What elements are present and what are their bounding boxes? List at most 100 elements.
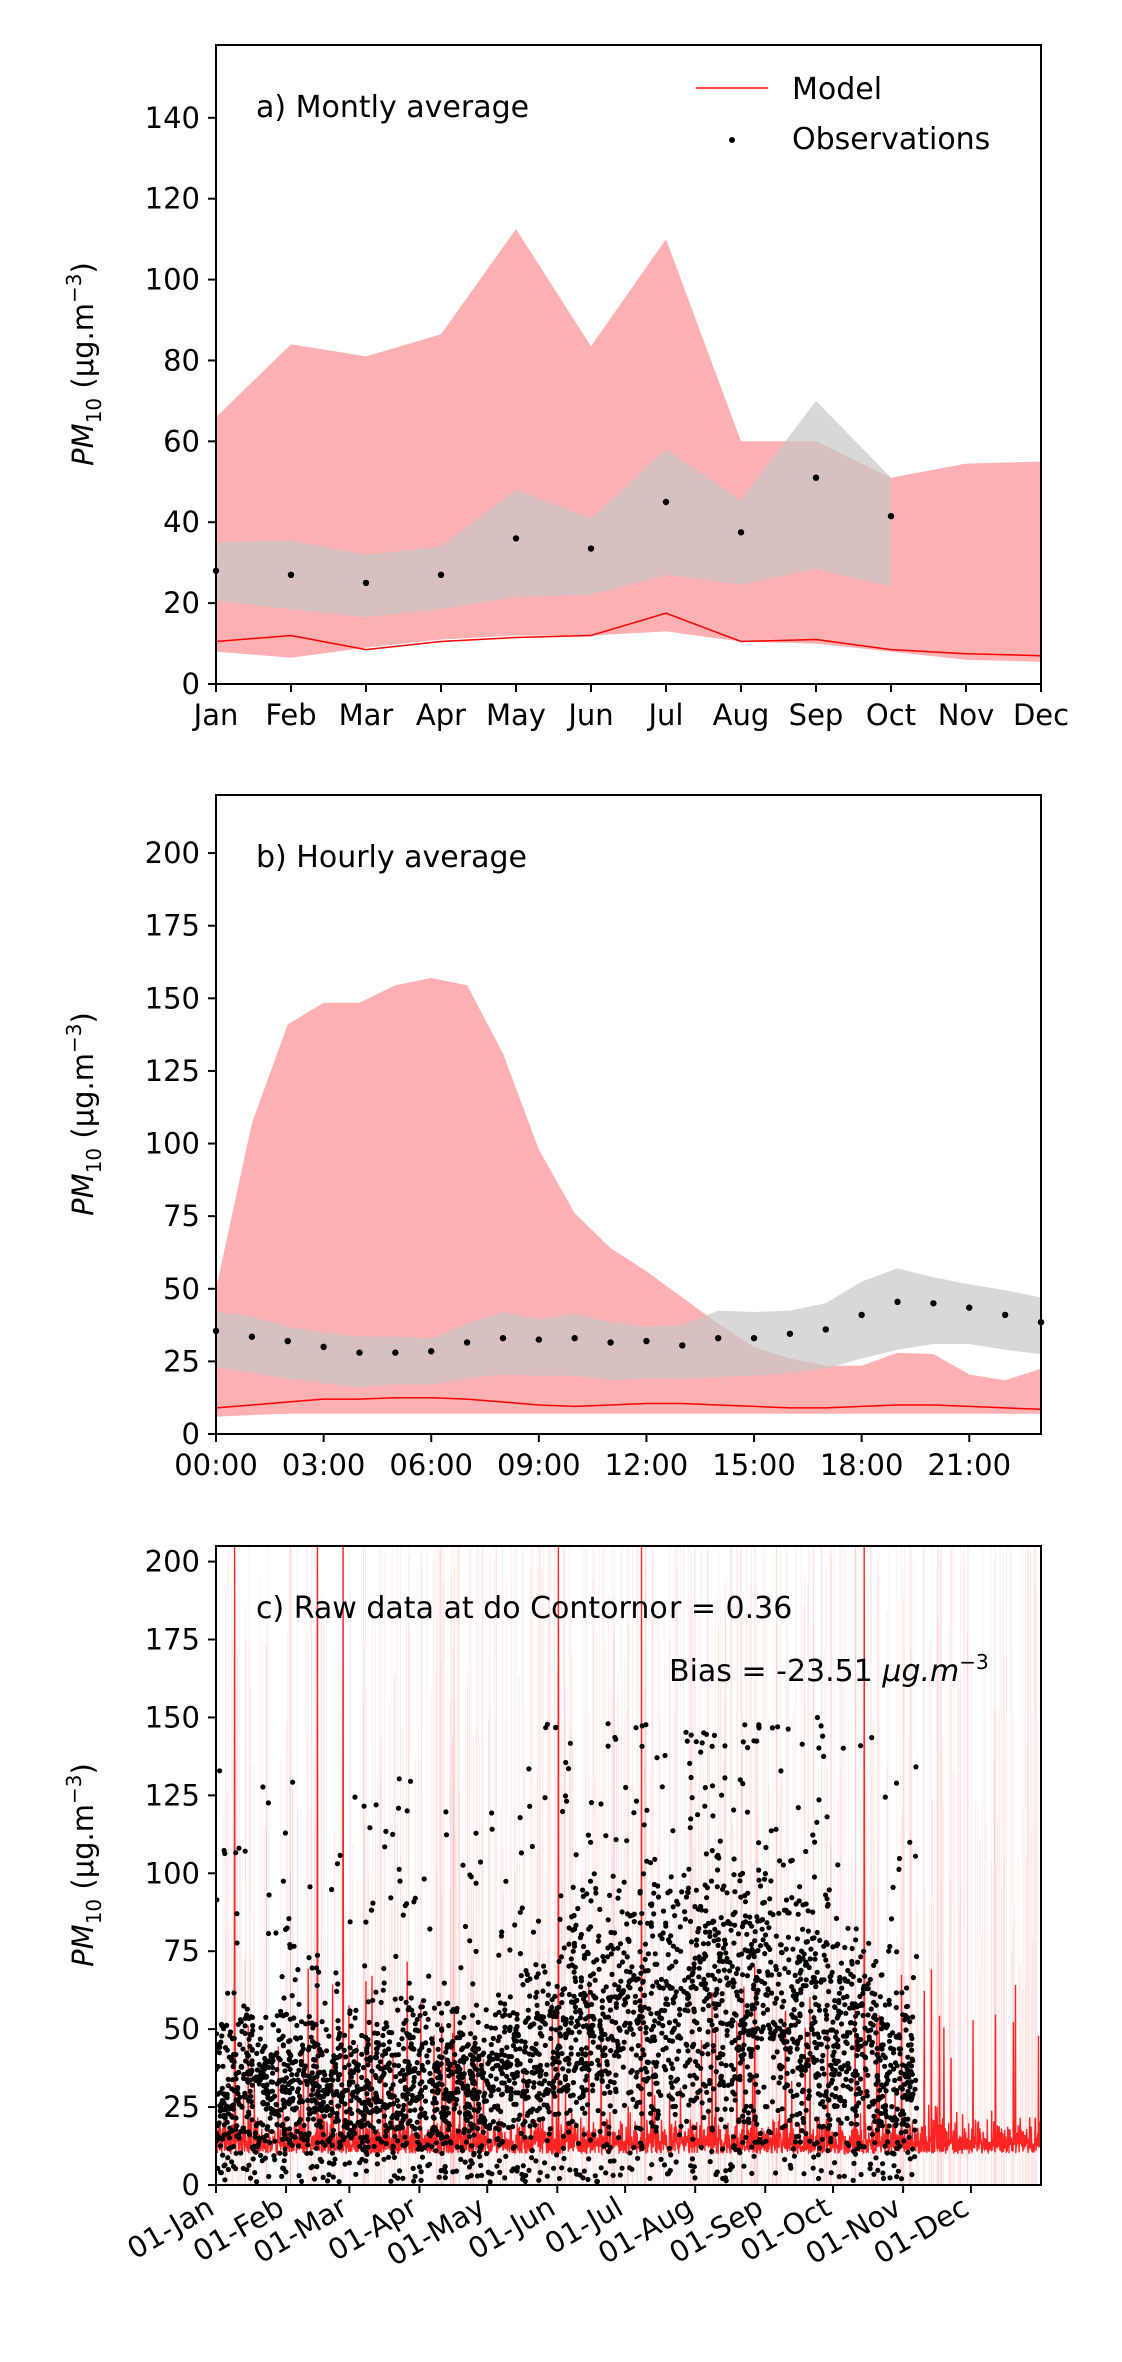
observation-point [542, 1969, 548, 1975]
observation-point [660, 1930, 666, 1936]
observation-point [583, 2045, 590, 2051]
observation-point [237, 2017, 244, 2023]
observation-point [260, 2122, 266, 2128]
observation-point [252, 2170, 258, 2176]
observation-point [445, 2110, 451, 2116]
observation-point [458, 2080, 464, 2086]
observation-point [579, 2105, 586, 2111]
observation-point [426, 1973, 432, 1979]
observation-point [311, 2176, 318, 2182]
observation-point [271, 2153, 277, 2159]
observation-point [262, 2155, 268, 2161]
observation-point [807, 1956, 813, 1962]
observation-point [581, 1943, 587, 1950]
x-tick-label: 03:00 [282, 1448, 366, 1482]
observation-point [663, 1996, 670, 2002]
observation-point [517, 2061, 523, 2067]
observation-point [419, 2154, 426, 2160]
observation-point [757, 1883, 764, 1889]
observation-point [858, 2043, 864, 2049]
observation-point [692, 1955, 698, 1961]
observation-point [885, 2022, 891, 2028]
observation-point [499, 2047, 505, 2053]
observation-point [775, 1724, 781, 1730]
observation-point [569, 2015, 575, 2021]
observation-point [741, 2051, 747, 2057]
observation-point [287, 2037, 293, 2044]
observation-point [334, 1861, 341, 1867]
observation-point [437, 571, 445, 579]
observation-point [317, 2118, 323, 2125]
observation-point [253, 2074, 259, 2080]
observation-point [568, 2020, 574, 2026]
observation-point [812, 2141, 818, 2147]
observation-point [575, 1905, 581, 1912]
observation-point [641, 1822, 647, 1828]
observation-point [707, 1933, 713, 1939]
observation-point [331, 2092, 337, 2098]
observation-point [816, 2175, 822, 2182]
observation-point [613, 2072, 619, 2078]
observation-point [722, 1743, 728, 1749]
observation-point [393, 2074, 399, 2080]
observation-point [585, 1832, 592, 1838]
observation-point [645, 2075, 651, 2081]
observation-point [429, 2144, 435, 2150]
observation-point [339, 2082, 345, 2088]
observation-point [422, 2098, 429, 2104]
observation-point [905, 2042, 912, 2048]
observation-point [784, 2039, 790, 2045]
observation-point [373, 2055, 379, 2061]
observation-point [460, 2147, 466, 2154]
y-tick-label: 0 [182, 667, 200, 701]
observation-point [324, 2091, 330, 2097]
observation-point [712, 1963, 718, 1969]
observation-point [668, 2152, 674, 2158]
observation-point [650, 1933, 656, 1939]
observation-point [299, 2042, 306, 2048]
observation-point [592, 1995, 598, 2001]
observation-point [280, 1878, 286, 1884]
ylabel-unit: (μg.m [66, 1804, 100, 1899]
observation-point [775, 2107, 781, 2114]
y-tick-label: 0 [182, 2168, 200, 2202]
observation-point [236, 2132, 242, 2138]
observation-point [494, 2163, 500, 2169]
observation-point [601, 2143, 607, 2149]
observation-point [631, 2009, 637, 2015]
observation-point [270, 2107, 276, 2113]
observation-point [770, 2075, 777, 2081]
observation-point [779, 2004, 785, 2010]
observation-point [272, 2093, 278, 2099]
observation-point [698, 1749, 704, 1755]
observation-point [330, 2174, 336, 2180]
observation-point [434, 2106, 440, 2112]
observation-point [913, 1953, 920, 1960]
observation-point [383, 2050, 389, 2057]
observation-point [471, 2132, 477, 2138]
observation-point [279, 2136, 286, 2142]
observation-point [517, 1951, 524, 1957]
observation-point [645, 1951, 652, 1957]
observation-point [863, 2067, 869, 2073]
observation-point [268, 2079, 274, 2085]
observation-point [899, 2108, 906, 2114]
observation-point [466, 2128, 472, 2134]
observation-point [861, 1948, 867, 1954]
observation-point [858, 2076, 864, 2082]
observation-point [882, 2111, 889, 2117]
observation-point [752, 1929, 758, 1935]
observation-point [303, 2021, 309, 2027]
observation-point [502, 2052, 508, 2058]
observation-point [318, 2124, 324, 2130]
observation-point [800, 1902, 806, 1908]
observation-point [502, 2175, 508, 2181]
y-tick-label: 120 [145, 182, 200, 216]
observation-point [889, 2104, 895, 2110]
observation-point [488, 2025, 494, 2031]
observation-point [863, 1986, 869, 1992]
observation-point [623, 1784, 629, 1791]
observation-point [822, 2092, 828, 2098]
observation-point [722, 1941, 729, 1947]
